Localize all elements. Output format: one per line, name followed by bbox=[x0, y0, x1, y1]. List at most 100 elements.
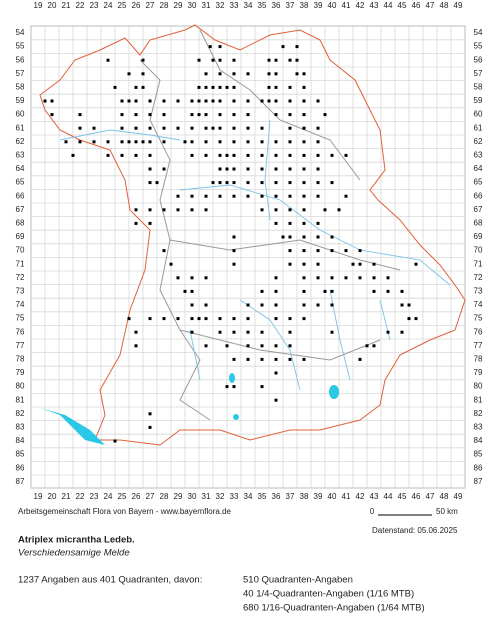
record-dot bbox=[141, 85, 145, 89]
column-label: 35 bbox=[258, 1, 267, 10]
record-dot bbox=[288, 208, 292, 212]
summary-total: 1237 Angaben aus 401 Quadranten, davon: bbox=[18, 575, 202, 586]
record-dot bbox=[127, 140, 131, 144]
record-dot bbox=[260, 289, 264, 293]
record-dot bbox=[386, 276, 390, 280]
column-label: 45 bbox=[398, 492, 407, 501]
column-label: 47 bbox=[426, 1, 435, 10]
column-label: 38 bbox=[300, 492, 309, 501]
record-dot bbox=[190, 140, 194, 144]
record-dot bbox=[148, 425, 152, 429]
record-dot bbox=[316, 276, 320, 280]
record-dot bbox=[204, 126, 208, 130]
record-dot bbox=[274, 344, 278, 348]
record-dot bbox=[190, 317, 194, 321]
row-label: 54 bbox=[474, 28, 483, 37]
record-dot bbox=[246, 167, 250, 171]
record-dot bbox=[323, 113, 327, 117]
record-dot bbox=[204, 303, 208, 307]
record-dot bbox=[274, 113, 278, 117]
record-dot bbox=[260, 357, 264, 361]
row-label: 74 bbox=[474, 300, 483, 309]
column-label: 34 bbox=[244, 492, 253, 501]
record-dot bbox=[148, 153, 152, 157]
record-dot bbox=[330, 303, 334, 307]
row-label: 59 bbox=[16, 96, 25, 105]
row-label: 82 bbox=[474, 409, 483, 418]
column-label: 44 bbox=[384, 492, 393, 501]
grid bbox=[31, 26, 465, 488]
record-dot bbox=[204, 140, 208, 144]
record-dot bbox=[246, 181, 250, 185]
record-dot bbox=[274, 317, 278, 321]
record-dot bbox=[162, 113, 166, 117]
column-label: 26 bbox=[132, 492, 141, 501]
column-label: 47 bbox=[426, 492, 435, 501]
record-dot bbox=[267, 85, 271, 89]
record-dot bbox=[246, 126, 250, 130]
record-dot bbox=[302, 72, 306, 76]
row-label: 70 bbox=[474, 246, 483, 255]
row-label: 58 bbox=[474, 83, 483, 92]
row-label: 58 bbox=[16, 83, 25, 92]
record-dot bbox=[141, 58, 145, 62]
record-dot bbox=[148, 99, 152, 103]
record-dot bbox=[120, 153, 124, 157]
record-dot bbox=[148, 113, 152, 117]
column-label: 41 bbox=[342, 1, 351, 10]
record-dot bbox=[120, 140, 124, 144]
row-label: 87 bbox=[474, 477, 483, 486]
record-dot bbox=[134, 208, 138, 212]
record-dot bbox=[232, 181, 236, 185]
record-dot bbox=[330, 330, 334, 334]
record-dot bbox=[323, 208, 327, 212]
record-dot bbox=[288, 330, 292, 334]
row-label: 72 bbox=[474, 273, 483, 282]
row-label: 57 bbox=[474, 69, 483, 78]
record-dot bbox=[155, 181, 159, 185]
record-dot bbox=[288, 181, 292, 185]
column-label: 21 bbox=[62, 1, 71, 10]
record-dot bbox=[302, 303, 306, 307]
record-dot bbox=[204, 194, 208, 198]
row-label: 78 bbox=[16, 355, 25, 364]
record-dot bbox=[204, 317, 208, 321]
record-dot bbox=[134, 221, 138, 225]
column-label: 22 bbox=[76, 492, 85, 501]
column-label: 25 bbox=[118, 1, 127, 10]
record-dot bbox=[218, 99, 222, 103]
record-dot bbox=[288, 58, 292, 62]
record-dot bbox=[386, 289, 390, 293]
column-label: 43 bbox=[370, 1, 379, 10]
row-label: 63 bbox=[474, 151, 483, 160]
record-dot bbox=[281, 45, 285, 49]
record-dot bbox=[218, 58, 222, 62]
record-dot bbox=[372, 344, 376, 348]
record-dot bbox=[211, 99, 215, 103]
column-label: 37 bbox=[286, 492, 295, 501]
row-label: 71 bbox=[474, 259, 483, 268]
record-dot bbox=[288, 113, 292, 117]
column-label: 40 bbox=[328, 1, 337, 10]
record-dot bbox=[190, 113, 194, 117]
record-dot bbox=[183, 140, 187, 144]
record-dot bbox=[162, 208, 166, 212]
record-dot bbox=[134, 126, 138, 130]
row-label: 66 bbox=[16, 191, 25, 200]
record-dot bbox=[302, 249, 306, 253]
record-dot bbox=[246, 303, 250, 307]
column-label: 46 bbox=[412, 1, 421, 10]
record-dot bbox=[43, 99, 47, 103]
column-label: 43 bbox=[370, 492, 379, 501]
column-label: 44 bbox=[384, 1, 393, 10]
record-dot bbox=[232, 249, 236, 253]
record-dot bbox=[225, 181, 229, 185]
row-label: 68 bbox=[474, 219, 483, 228]
record-dot bbox=[134, 113, 138, 117]
column-label: 39 bbox=[314, 492, 323, 501]
column-label: 23 bbox=[90, 1, 99, 10]
state-border bbox=[39, 24, 466, 446]
column-label: 30 bbox=[188, 492, 197, 501]
record-dot bbox=[260, 167, 264, 171]
